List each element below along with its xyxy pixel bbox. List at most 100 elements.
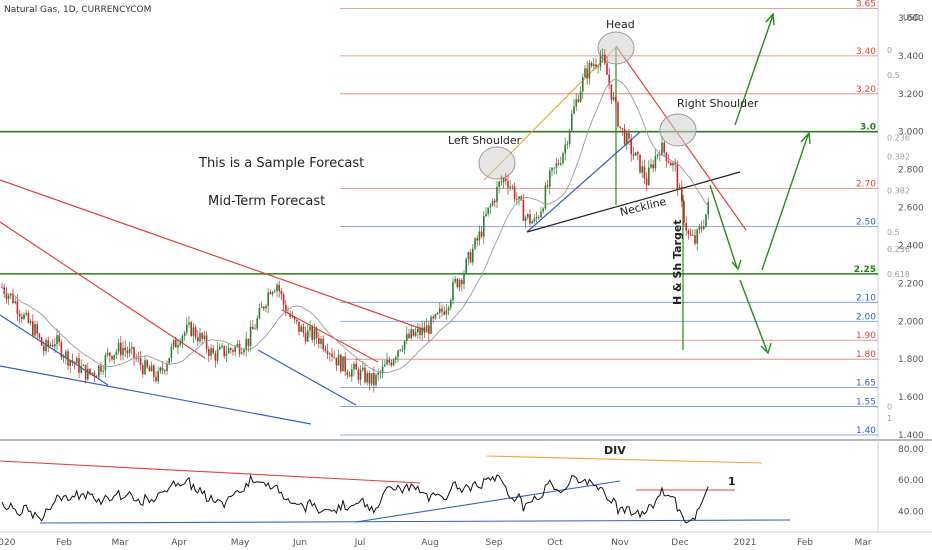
candle-body	[557, 163, 560, 165]
price-tick-label: 2.400	[898, 241, 924, 251]
price-tick-label: 2.000	[898, 317, 924, 327]
candle-body	[480, 231, 483, 237]
candle-body	[461, 280, 463, 285]
candle-body	[590, 63, 593, 67]
moving-average-line	[1, 78, 709, 374]
price-level-label: 1.80	[856, 350, 876, 360]
candle-body	[14, 301, 16, 304]
candle-body	[135, 358, 137, 360]
candle-body	[285, 304, 287, 313]
price-level-label: 1.55	[856, 398, 876, 408]
candle-body	[522, 200, 525, 221]
candle-body	[436, 312, 439, 315]
candle-body	[366, 373, 368, 383]
candle-body	[683, 201, 685, 224]
candle-body	[188, 322, 190, 325]
fib-ratio-label: 0.618	[887, 270, 910, 279]
candle-body	[502, 178, 505, 183]
candle-body	[621, 127, 624, 130]
candle-body	[571, 113, 573, 131]
candle-body	[520, 196, 522, 201]
candle-body	[304, 332, 307, 342]
candle-body	[333, 356, 335, 358]
oscillator-tick-label: 40.00	[898, 507, 924, 517]
candle-body	[648, 167, 650, 186]
candle-body	[102, 370, 104, 372]
candle-body	[472, 248, 474, 263]
candle-body	[342, 356, 344, 372]
forecast-arrow-up-long	[734, 14, 774, 126]
candle-body	[373, 372, 375, 386]
candle-body	[612, 96, 615, 100]
candle-body	[417, 328, 419, 333]
candle-body	[498, 181, 500, 187]
candle-body	[344, 356, 346, 372]
candle-body	[216, 349, 219, 361]
candle-body	[379, 372, 382, 374]
price-axis: 3.600 3.400 3.200 3.000 2.800 2.600 2.400 2.200…	[898, 14, 924, 441]
candle-body	[456, 278, 459, 288]
candle-body	[509, 186, 511, 188]
candle-body	[190, 322, 192, 336]
forecast-arrow-up	[761, 134, 809, 271]
candle-body	[432, 316, 434, 319]
candle-body	[45, 340, 47, 352]
candle-body	[414, 332, 417, 336]
candle-body	[478, 231, 481, 241]
time-tick-label: Dec	[671, 538, 688, 548]
forecast-arrow-down	[709, 184, 738, 269]
candle-body	[29, 321, 32, 323]
candle-body	[447, 307, 450, 311]
candle-body	[219, 346, 221, 350]
candle-body	[375, 374, 377, 386]
candle-body	[47, 340, 49, 346]
candle-body	[524, 217, 527, 221]
candle-body	[467, 252, 470, 259]
candle-body	[27, 312, 30, 323]
candle-body	[643, 166, 646, 179]
candle-body	[307, 330, 309, 342]
forecast-arrowhead	[800, 131, 811, 145]
candle-body	[540, 211, 542, 218]
price-level-label: 2.10	[856, 293, 876, 303]
osc-blue-trendline	[355, 480, 621, 523]
candle-body	[113, 354, 115, 360]
candle-body	[465, 258, 467, 274]
candle-body	[663, 142, 665, 153]
candle-body	[401, 349, 404, 351]
candle-body	[128, 348, 131, 354]
candle-body	[597, 66, 599, 68]
time-tick-label: Apr	[171, 538, 187, 548]
candle-body	[62, 357, 65, 359]
candle-body	[271, 291, 274, 295]
candle-body	[439, 308, 441, 313]
candle-body	[98, 365, 100, 377]
resistance-trendline	[281, 309, 379, 363]
candle-body	[324, 349, 327, 352]
candle-body	[483, 216, 485, 237]
candle-body	[238, 343, 241, 354]
candle-body	[443, 311, 445, 315]
fib-ratio-label: 1	[887, 414, 892, 423]
candle-body	[346, 371, 349, 376]
candle-body	[353, 363, 355, 370]
time-tick-label: Jun	[292, 538, 307, 548]
candle-body	[258, 307, 261, 319]
price-series	[1, 48, 709, 393]
candle-body	[441, 308, 443, 312]
candle-body	[326, 351, 329, 355]
candle-body	[170, 346, 173, 358]
time-tick-label: May	[231, 538, 250, 548]
candle-body	[595, 64, 597, 67]
candle-body	[584, 68, 586, 78]
candle-body	[280, 290, 283, 295]
candle-body	[628, 133, 630, 139]
candle-body	[348, 375, 351, 377]
candle-body	[124, 347, 126, 351]
candle-body	[390, 362, 393, 366]
price-tick-label: 3.200	[898, 90, 924, 100]
candle-body	[689, 233, 692, 236]
candle-body	[296, 319, 298, 322]
candle-body	[40, 337, 43, 346]
candle-body	[568, 130, 571, 144]
